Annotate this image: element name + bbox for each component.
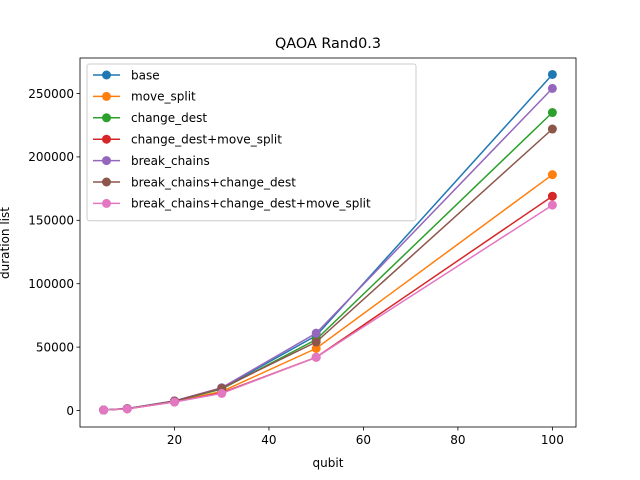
legend-item: change_dest bbox=[93, 111, 207, 125]
legend-item: break_chains+change_dest+move_split bbox=[93, 197, 371, 211]
axes-frame bbox=[79, 57, 577, 428]
x-tick-label: 20 bbox=[167, 433, 182, 447]
x-axis-label: qubit bbox=[313, 456, 344, 470]
legend-marker bbox=[102, 134, 111, 144]
y-tick-label: 50000 bbox=[36, 340, 74, 354]
legend-item: move_split bbox=[93, 90, 196, 104]
x-tick-label: 60 bbox=[356, 433, 371, 447]
y-tick-label: 250000 bbox=[28, 87, 74, 101]
legend-item: break_chains bbox=[93, 154, 210, 168]
data-point bbox=[547, 69, 557, 79]
legend: base move_split change_dest change_dest+mov… bbox=[86, 63, 417, 222]
x-tick-label: 80 bbox=[450, 433, 465, 447]
data-point bbox=[99, 405, 109, 415]
data-point bbox=[547, 191, 557, 201]
data-point bbox=[547, 200, 557, 210]
legend-label: break_chains bbox=[131, 154, 210, 168]
y-axis: 0 50000 100000 150000 200000 250000 bbox=[28, 87, 80, 418]
y-tick-label: 150000 bbox=[28, 214, 74, 228]
y-axis-label: duration list bbox=[0, 207, 12, 279]
data-point bbox=[547, 108, 557, 118]
x-tick-label: 40 bbox=[261, 433, 276, 447]
series-line bbox=[103, 204, 553, 411]
data-point bbox=[169, 397, 179, 407]
y-tick-label: 100000 bbox=[28, 277, 74, 291]
legend-marker bbox=[102, 156, 111, 166]
series-line bbox=[103, 195, 553, 411]
y-tick-label: 0 bbox=[66, 404, 74, 418]
legend-item: change_dest+move_split bbox=[93, 133, 282, 147]
legend-marker bbox=[102, 70, 111, 80]
y-tick-label: 200000 bbox=[28, 150, 74, 164]
series-change-dest-move-split bbox=[99, 191, 557, 415]
legend-label: move_split bbox=[131, 90, 196, 104]
legend-box bbox=[86, 63, 417, 222]
data-point bbox=[311, 343, 321, 353]
legend-marker bbox=[102, 177, 111, 187]
data-point bbox=[217, 388, 227, 398]
data-point bbox=[311, 352, 321, 362]
data-point bbox=[122, 404, 132, 414]
legend-label: break_chains+change_dest bbox=[131, 175, 296, 189]
legend-marker bbox=[102, 91, 111, 101]
legend-label: change_dest bbox=[131, 111, 207, 125]
plot-area bbox=[99, 69, 557, 415]
legend-label: base bbox=[131, 68, 160, 82]
legend-label: break_chains+change_dest+move_split bbox=[131, 197, 371, 211]
data-point bbox=[311, 328, 321, 338]
x-axis: 20 40 60 80 100 bbox=[167, 427, 564, 447]
chart-title: QAOA Rand0.3 bbox=[275, 36, 381, 52]
legend-item: break_chains+change_dest bbox=[93, 175, 296, 189]
data-point bbox=[547, 83, 557, 93]
legend-label: change_dest+move_split bbox=[131, 133, 282, 147]
legend-item: base bbox=[93, 68, 160, 82]
legend-marker bbox=[102, 113, 111, 123]
x-tick-label: 100 bbox=[541, 433, 564, 447]
data-point bbox=[311, 337, 321, 347]
data-point bbox=[547, 124, 557, 134]
series-break-chains-change-dest-move-split bbox=[99, 200, 557, 415]
legend-marker bbox=[102, 198, 111, 208]
data-point bbox=[547, 170, 557, 180]
